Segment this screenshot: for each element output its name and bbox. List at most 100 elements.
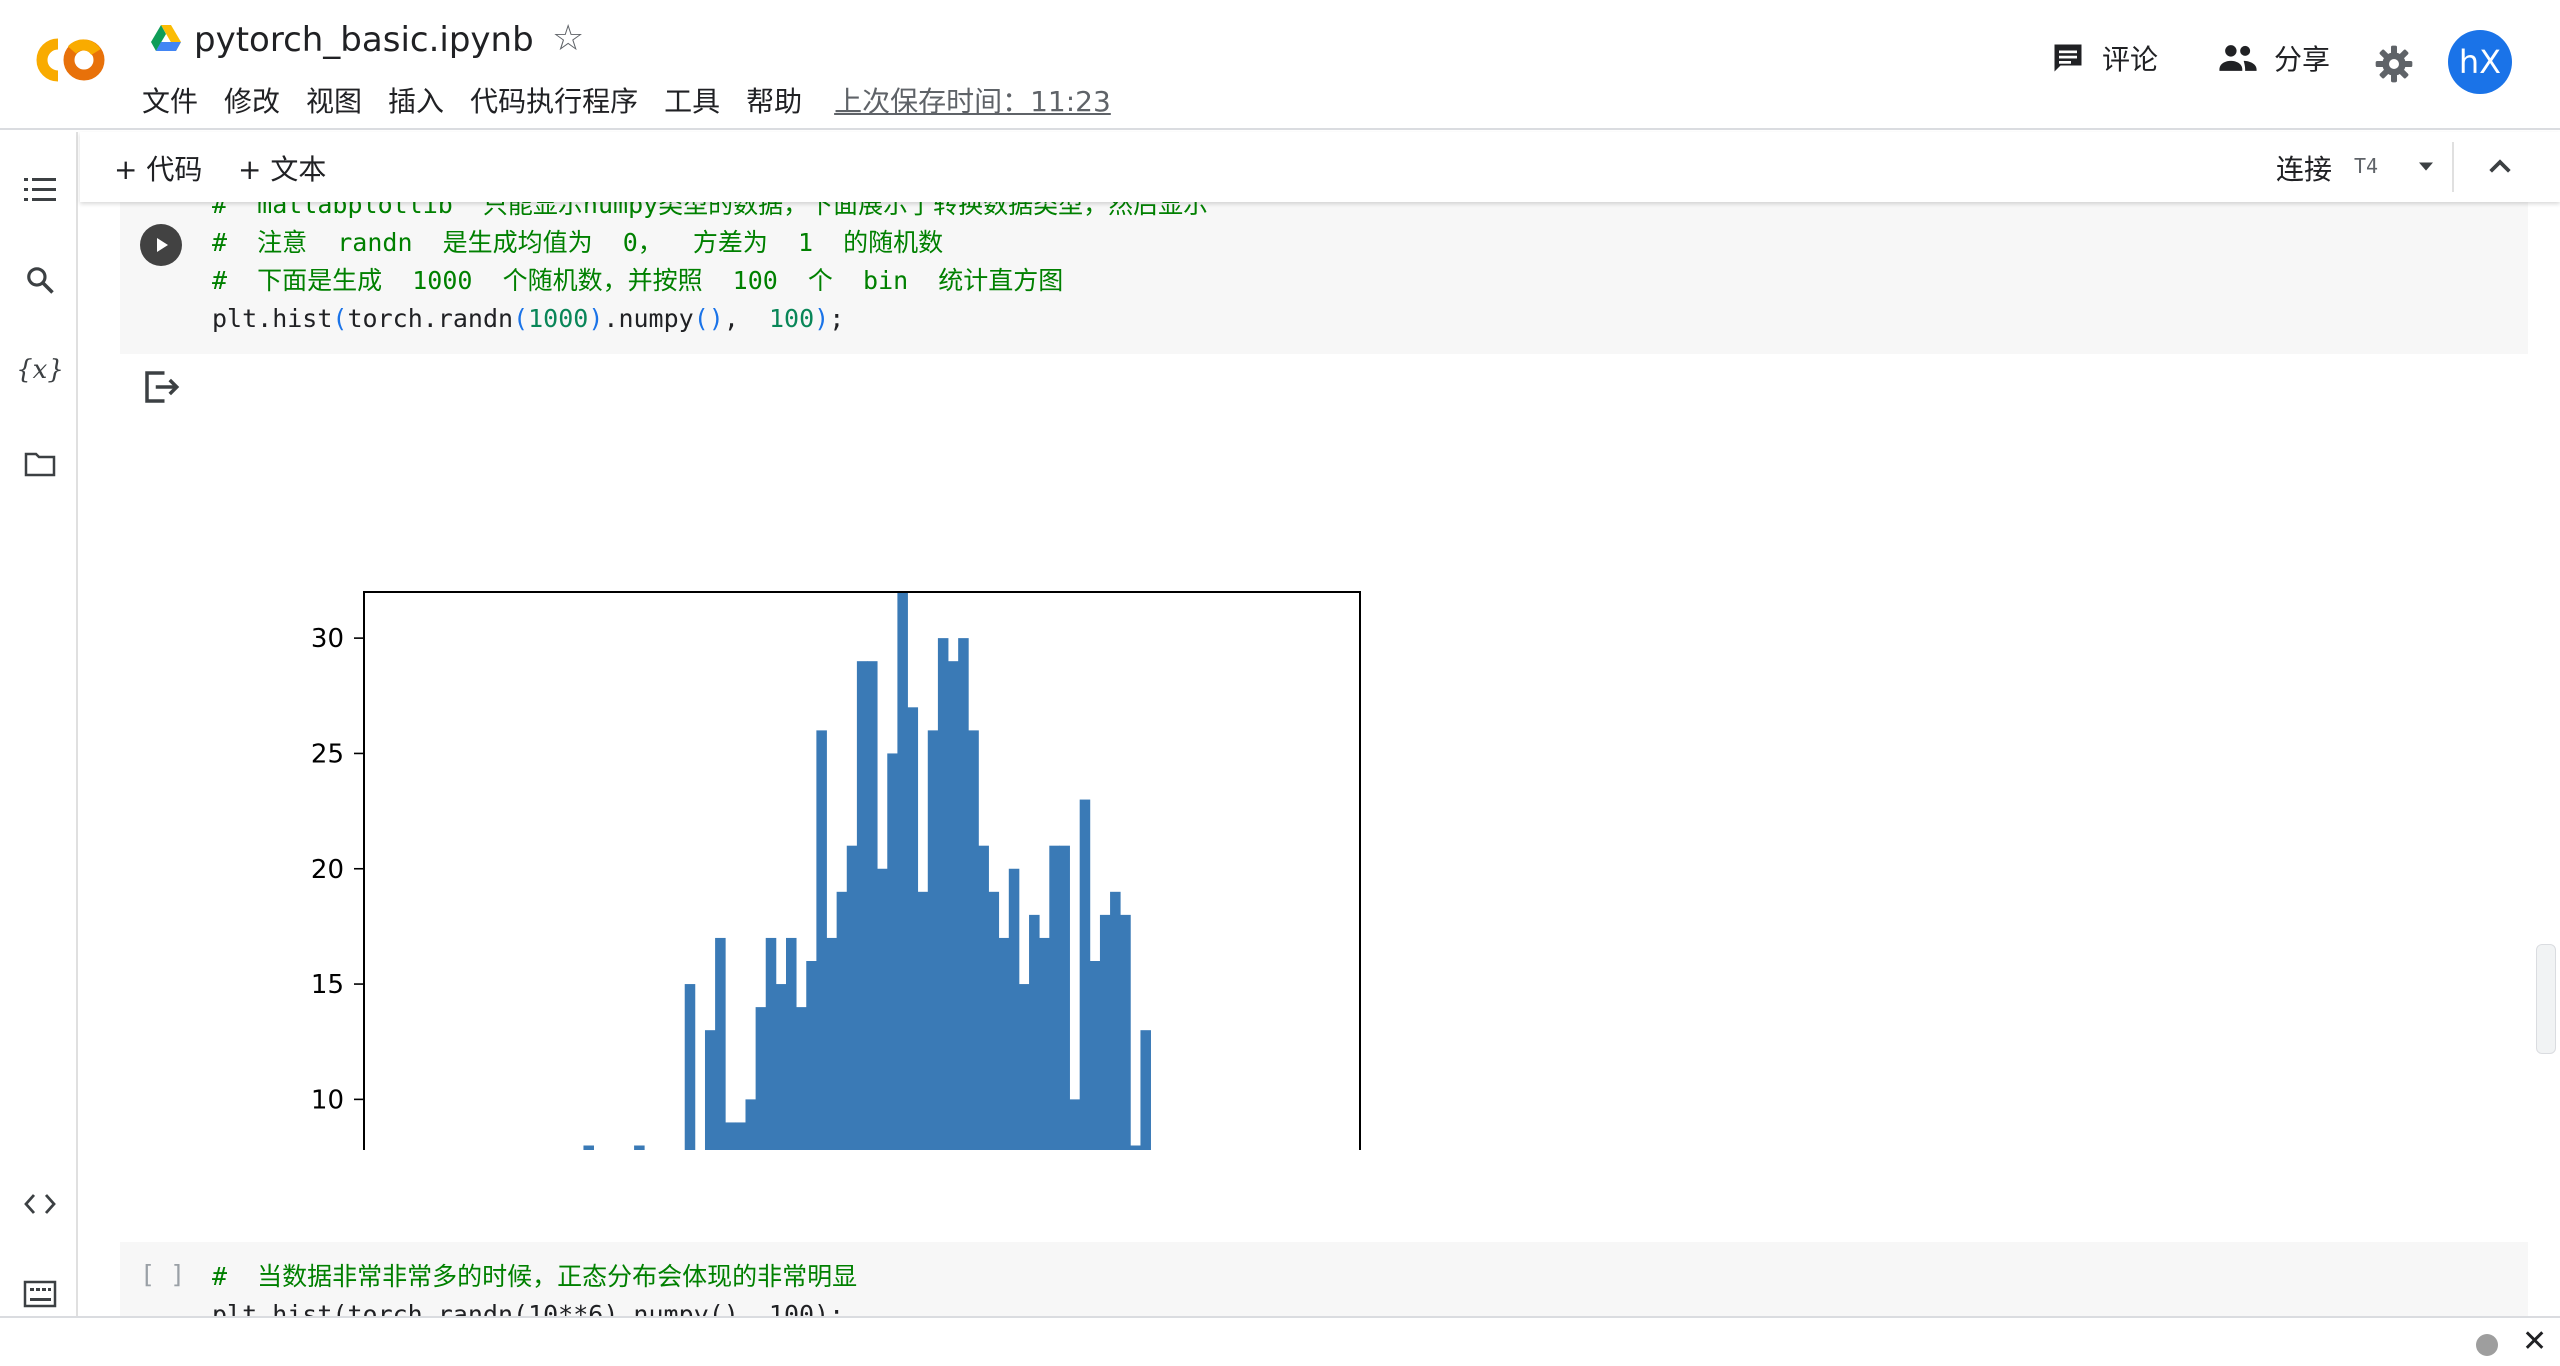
close-icon[interactable]: ✕ (2522, 1324, 2548, 1359)
share-button[interactable]: 分享 (2218, 38, 2330, 78)
code-paren: ) (814, 304, 830, 333)
people-icon (2219, 45, 2257, 71)
menu-edit[interactable]: 修改 (224, 85, 281, 118)
histogram-bar (755, 1007, 767, 1150)
histogram-bar (856, 661, 868, 1150)
play-icon (157, 238, 168, 252)
gear-icon[interactable] (2374, 44, 2414, 84)
runtime-type: T4 (2354, 154, 2379, 178)
chevron-up-icon[interactable] (2484, 150, 2516, 182)
histogram-bar (927, 730, 939, 1150)
code-snippets-icon[interactable] (20, 1184, 60, 1224)
histogram-bar (816, 730, 827, 1150)
histogram-bar (836, 891, 848, 1150)
code-comment: # 注意 randn 是生成均值为 0， 方差为 1 的随机数 (212, 228, 944, 257)
histogram-bar (765, 937, 777, 1150)
code-comment: # 下面是生成 1000 个随机数，并按照 100 个 bin 统计直方图 (212, 266, 1064, 295)
code-editor[interactable]: # 当数据非常非常多的时候，正态分布会体现的非常明显 plt.hist(torc… (212, 1258, 857, 1316)
google-drive-icon[interactable] (150, 24, 182, 54)
histogram-bar (958, 638, 969, 1150)
notebook-toolbar: + 代码 + 文本 连接 T4 (80, 132, 2560, 202)
histogram-bar (968, 730, 979, 1150)
variables-icon[interactable]: {x} (16, 355, 64, 385)
chevron-down-icon[interactable] (2412, 152, 2440, 180)
histogram-bar (583, 1145, 594, 1150)
search-icon[interactable] (20, 260, 60, 300)
notebook-area: # matlabplotlib 只能显示numpy类型的数据，下面展示了转换数据… (80, 202, 2560, 1316)
code-comment: # matlabplotlib 只能显示numpy类型的数据，下面展示了转换数据… (212, 202, 1209, 219)
histogram-bar (1018, 984, 1030, 1150)
histogram-bar (887, 753, 898, 1150)
code-token: torch.randn (347, 304, 514, 333)
last-saved-link[interactable]: 上次保存时间：11:23 (834, 85, 1111, 118)
histogram-bar (1059, 845, 1070, 1150)
histogram-bar (1069, 1099, 1081, 1150)
comment-button[interactable]: 评论 (2050, 38, 2158, 78)
menu-file[interactable]: 文件 (142, 85, 199, 118)
histogram-bar (988, 891, 1000, 1150)
histogram-bar (948, 661, 959, 1150)
histogram-bar (1130, 1145, 1141, 1150)
y-tick-label: 30 (311, 624, 344, 654)
add-code-button[interactable]: + 代码 (114, 153, 203, 186)
menu-help[interactable]: 帮助 (746, 85, 803, 118)
histogram-bar (1079, 799, 1091, 1150)
execution-count[interactable]: [ ] (140, 1260, 186, 1289)
histogram-bar (978, 845, 989, 1150)
notebook-title[interactable]: pytorch_basic.ipynb (194, 20, 534, 60)
code-cell[interactable]: # matlabplotlib 只能显示numpy类型的数据，下面展示了转换数据… (120, 202, 2528, 354)
menu-bar: 文件 修改 视图 插入 代码执行程序 工具 帮助 上次保存时间：11:23 (142, 80, 1137, 120)
histogram-bar (1140, 1030, 1151, 1150)
histogram-bar (1029, 914, 1040, 1150)
star-icon[interactable]: ☆ (552, 18, 585, 59)
code-paren: ( (332, 304, 348, 333)
histogram-bar (998, 937, 1010, 1150)
histogram-bar (775, 984, 787, 1150)
histogram-bar (715, 937, 726, 1150)
histogram-bar (917, 891, 929, 1150)
histogram-bar (867, 661, 878, 1150)
histogram-bar (937, 638, 949, 1150)
code-paren: ( (513, 304, 529, 333)
code-editor[interactable]: # matlabplotlib 只能显示numpy类型的数据，下面展示了转换数据… (212, 202, 1208, 338)
histogram-bar (907, 707, 919, 1150)
run-cell-button[interactable] (140, 224, 182, 266)
histogram-bar (806, 961, 817, 1150)
code-number: 1000 (528, 304, 589, 333)
code-paren: ) (588, 304, 604, 333)
histogram-bar (1120, 914, 1131, 1150)
terminal-icon[interactable] (20, 1274, 60, 1314)
histogram-bar (877, 868, 888, 1150)
scrollbar[interactable] (2536, 944, 2556, 1054)
menu-tools[interactable]: 工具 (664, 85, 721, 118)
histogram-bar (684, 984, 696, 1150)
output-menu-icon[interactable] (140, 366, 182, 408)
avatar[interactable]: hX (2448, 30, 2512, 94)
header: pytorch_basic.ipynb ☆ 文件 修改 视图 插入 代码执行程序… (0, 0, 2560, 130)
code-line: plt.hist(torch.randn(10**6).numpy(), 100… (212, 1300, 845, 1316)
connect-button[interactable]: 连接 (2276, 153, 2333, 186)
comment-label: 评论 (2102, 43, 2159, 76)
code-cell[interactable]: [ ] # 当数据非常非常多的时候，正态分布会体现的非常明显 plt.hist(… (120, 1242, 2528, 1316)
histogram-bar (1099, 914, 1111, 1150)
menu-view[interactable]: 视图 (306, 85, 363, 118)
colab-logo[interactable] (28, 30, 112, 90)
folder-icon[interactable] (20, 444, 60, 484)
menu-runtime[interactable]: 代码执行程序 (470, 85, 639, 118)
share-label: 分享 (2274, 43, 2331, 76)
code-token: , (723, 304, 769, 333)
table-of-contents-icon[interactable] (20, 170, 60, 210)
comment-icon (2054, 44, 2082, 72)
histogram-bar (1089, 961, 1101, 1150)
histogram-bar (1049, 845, 1060, 1150)
menu-insert[interactable]: 插入 (388, 85, 445, 118)
histogram-bar (704, 1030, 716, 1150)
status-indicator (2476, 1334, 2498, 1356)
histogram-bar (634, 1145, 645, 1150)
add-text-button[interactable]: + 文本 (238, 153, 327, 186)
histogram-bar (785, 937, 797, 1150)
code-token: ; (829, 304, 845, 333)
code-token: .numpy (603, 304, 694, 333)
histogram-bar (1008, 868, 1020, 1150)
histogram-bar (796, 1007, 807, 1150)
